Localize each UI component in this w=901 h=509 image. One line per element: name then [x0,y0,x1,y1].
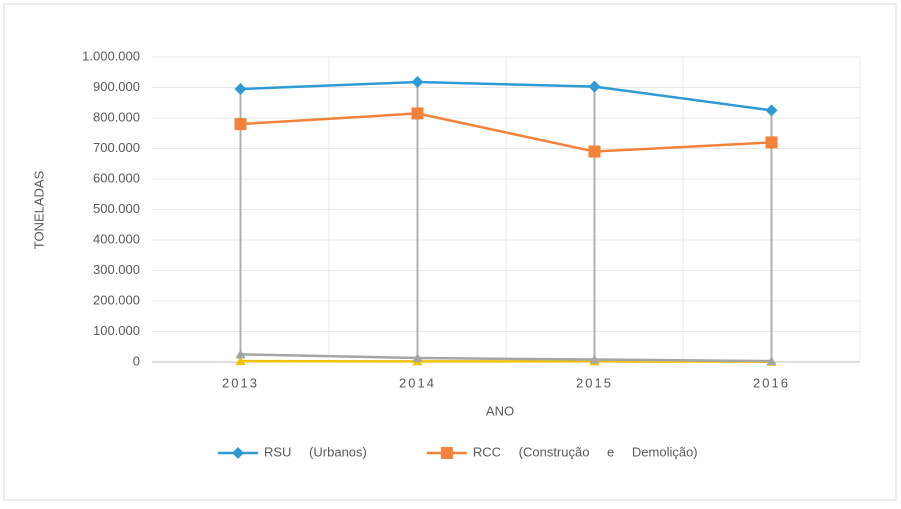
y-tick-label: 0 [133,353,140,368]
legend-label: RSU (Urbanos) [264,444,367,459]
x-axis-label: ANO [486,403,514,418]
y-tick-label: 300.000 [93,262,140,277]
data-point [411,107,424,120]
data-point [589,354,600,364]
legend-label: RCC (Construção e Demolição) [473,444,698,459]
y-tick-label: 100.000 [93,323,140,338]
chart-frame [3,3,897,501]
data-point [234,83,247,96]
data-point [765,104,778,117]
y-axis-label: TONELADAS [31,170,46,249]
x-tick-label: 2014 [399,375,436,390]
data-point [412,353,423,363]
series-line [240,112,772,153]
y-tick-label: 400.000 [93,231,140,246]
y-tick-label: 800.000 [93,109,140,124]
y-tick-label: 700.000 [93,140,140,155]
series-line [240,353,772,363]
x-tick-label: 2015 [576,375,613,390]
data-point [766,356,777,366]
data-point [588,145,601,158]
data-point [411,76,424,89]
x-tick-label: 2016 [753,375,790,390]
y-tick-label: 900.000 [93,79,140,94]
data-point [765,136,778,149]
legend-marker [440,447,453,459]
data-point [235,349,246,359]
data-point [234,118,247,131]
series-line [240,80,772,112]
y-tick-label: 500.000 [93,201,140,216]
x-tick-label: 2013 [222,375,259,390]
y-tick-label: 200.000 [93,292,140,307]
y-tick-label: 600.000 [93,170,140,185]
legend-marker [232,447,244,459]
y-tick-label: 1.000.000 [82,48,140,63]
data-point [588,80,601,93]
data-point [235,356,246,366]
